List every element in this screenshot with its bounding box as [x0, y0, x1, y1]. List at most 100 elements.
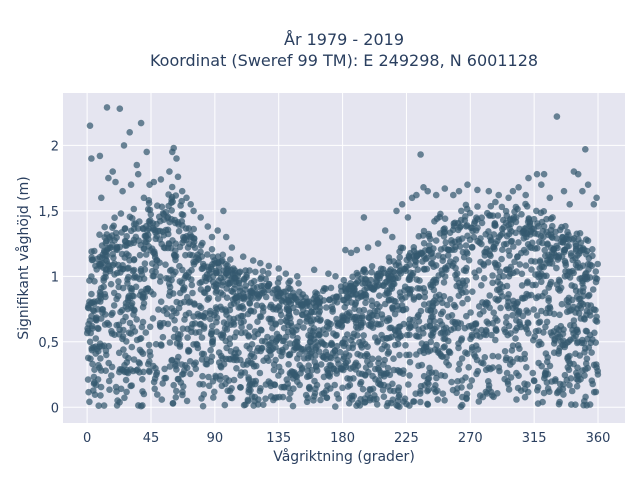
data-point: [130, 266, 138, 274]
data-point: [161, 244, 169, 252]
data-point: [498, 203, 506, 211]
data-point: [481, 252, 489, 259]
data-point: [463, 390, 471, 398]
data-point: [308, 320, 315, 327]
data-point: [582, 327, 590, 335]
data-point: [111, 260, 118, 267]
data-point: [155, 306, 162, 313]
data-point: [304, 394, 312, 402]
data-point: [401, 395, 409, 403]
data-point: [385, 297, 393, 304]
data-point: [102, 239, 110, 247]
data-point: [389, 380, 396, 388]
data-point: [425, 230, 433, 238]
data-point: [546, 388, 553, 396]
data-point: [429, 303, 437, 310]
x-tick-label: 45: [143, 431, 160, 446]
data-point: [509, 342, 517, 350]
data-point: [97, 392, 104, 399]
data-point: [223, 344, 230, 352]
data-point: [117, 210, 125, 217]
data-point: [310, 299, 317, 307]
data-point: [159, 333, 167, 341]
data-point: [420, 227, 428, 235]
data-point: [140, 368, 147, 376]
data-point: [421, 288, 429, 296]
data-point: [354, 399, 362, 407]
data-point: [308, 366, 316, 374]
data-point: [267, 393, 275, 400]
data-point: [108, 311, 115, 319]
data-point: [490, 309, 498, 317]
data-point: [365, 314, 373, 322]
data-point: [128, 285, 136, 293]
data-point: [116, 366, 124, 373]
data-point: [500, 273, 507, 280]
data-point: [580, 339, 588, 347]
data-point: [282, 343, 290, 351]
data-point: [362, 299, 369, 307]
data-point: [514, 342, 522, 349]
data-point: [553, 264, 560, 272]
data-point: [146, 358, 153, 365]
data-point: [415, 362, 422, 370]
data-point: [112, 178, 119, 186]
data-point: [237, 312, 245, 320]
data-point: [175, 221, 182, 228]
data-point: [553, 253, 561, 261]
data-point: [347, 249, 355, 257]
data-point: [593, 313, 600, 321]
data-point: [342, 288, 350, 295]
data-point: [174, 375, 182, 383]
data-point: [179, 325, 187, 333]
data-point: [110, 254, 117, 262]
data-point: [105, 377, 113, 385]
data-point: [463, 312, 470, 320]
data-point: [170, 290, 177, 297]
data-point: [401, 265, 408, 273]
data-point: [157, 273, 164, 281]
data-point: [179, 266, 186, 274]
data-point: [190, 313, 197, 320]
data-point: [485, 364, 492, 372]
data-point: [375, 321, 382, 328]
data-point: [157, 176, 165, 183]
chart-title-line1: År 1979 - 2019: [284, 30, 404, 49]
data-point: [264, 333, 271, 341]
data-point: [142, 329, 150, 336]
data-point: [509, 312, 516, 319]
data-point: [333, 299, 341, 306]
data-point: [333, 391, 341, 398]
data-point: [573, 293, 581, 300]
data-point: [524, 218, 532, 226]
data-point: [250, 308, 258, 315]
data-point: [452, 303, 459, 311]
data-point: [551, 336, 558, 343]
data-point: [578, 299, 585, 307]
data-point: [349, 341, 357, 348]
data-point: [97, 383, 105, 391]
data-point: [293, 308, 300, 316]
data-point: [342, 246, 349, 254]
data-point: [340, 353, 348, 361]
data-point: [568, 252, 575, 259]
data-point: [311, 377, 318, 385]
data-point: [207, 331, 215, 338]
data-point: [248, 287, 255, 295]
data-point: [332, 273, 339, 280]
data-point: [161, 365, 168, 373]
data-point: [464, 295, 471, 303]
data-point: [441, 215, 449, 222]
data-point: [262, 275, 270, 283]
data-point: [467, 309, 474, 316]
data-point: [228, 385, 235, 392]
data-point: [243, 271, 250, 279]
data-point: [529, 281, 536, 289]
data-point: [448, 237, 455, 244]
data-point: [313, 290, 321, 298]
data-point: [103, 231, 111, 238]
data-point: [143, 148, 150, 156]
data-point: [564, 355, 571, 362]
data-point: [396, 351, 403, 359]
data-point: [543, 358, 551, 366]
